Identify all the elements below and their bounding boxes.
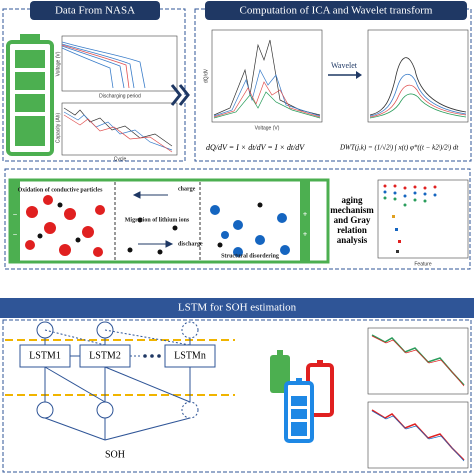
label: discharge <box>178 241 203 247</box>
panel-border <box>2 319 472 473</box>
lstm-cell-label: LSTM2 <box>89 350 121 361</box>
svg-text:−: − <box>13 210 18 219</box>
panel-title: LSTM for SOH estimation <box>178 302 297 314</box>
axis-label: Cycle <box>114 156 127 162</box>
axis-label: Feature <box>414 261 431 267</box>
axis-label: Voltage (V) <box>55 51 61 76</box>
soh-plot <box>367 401 469 469</box>
panel-header <box>0 298 474 318</box>
output-label: SOH <box>105 449 125 460</box>
axis-label: Voltage (V) <box>255 125 280 131</box>
formula: dQ/dV = I × dt/dV = I × dt/dV <box>206 143 305 152</box>
ellipsis <box>143 354 161 358</box>
formula: DWT(j,k) = (1/√2ʲ) ∫ x(t) φ*((t − k2ʲ)/2… <box>339 144 459 152</box>
svg-text:−: − <box>13 230 18 239</box>
panel-title: Data From NASA <box>55 5 135 17</box>
panel-header <box>30 1 160 20</box>
axis-label: Capacity (Ah) <box>55 113 61 144</box>
battery-icons <box>270 350 334 443</box>
arrow-label: Wavelet <box>331 61 358 70</box>
label: Structural disordering <box>221 253 279 259</box>
chevron-arrow <box>170 84 190 106</box>
lstm-diagram <box>5 321 235 441</box>
label: Migration of lithium ions <box>125 217 190 223</box>
label: Oxidation of conductive particles <box>18 187 103 193</box>
cell-diagram: − − + + <box>8 178 330 264</box>
svg-text:+: + <box>303 210 308 219</box>
label: charge <box>178 186 196 192</box>
svg-text:+: + <box>303 230 308 239</box>
lstm-cell-label: LSTM1 <box>29 350 61 361</box>
arrow-head <box>356 71 362 79</box>
analysis-label: aging mechanism and Gray relation analys… <box>330 195 374 245</box>
panel-border <box>194 8 472 162</box>
analysis-box: aging mechanism and Gray relation analys… <box>330 195 374 245</box>
soh-plot <box>367 327 469 395</box>
axis-label: dQ/dV <box>203 68 209 83</box>
ica-plot: Voltage (V) dQ/dV <box>203 29 323 131</box>
axis-label: Discharging period <box>99 93 141 99</box>
battery-icon <box>6 34 54 156</box>
panel-header <box>205 1 467 20</box>
voltage-plot: Discharging period Voltage (V) <box>55 35 178 99</box>
gray-relation-plot: Feature <box>377 179 469 267</box>
capacity-plot: Cycle Capacity (Ah) <box>55 102 178 162</box>
wavelet-plot <box>367 29 469 123</box>
lstm-cell-label: LSTMn <box>174 350 206 361</box>
panel-title: Computation of ICA and Wavelet transform <box>240 5 433 17</box>
panel-border <box>4 168 471 270</box>
